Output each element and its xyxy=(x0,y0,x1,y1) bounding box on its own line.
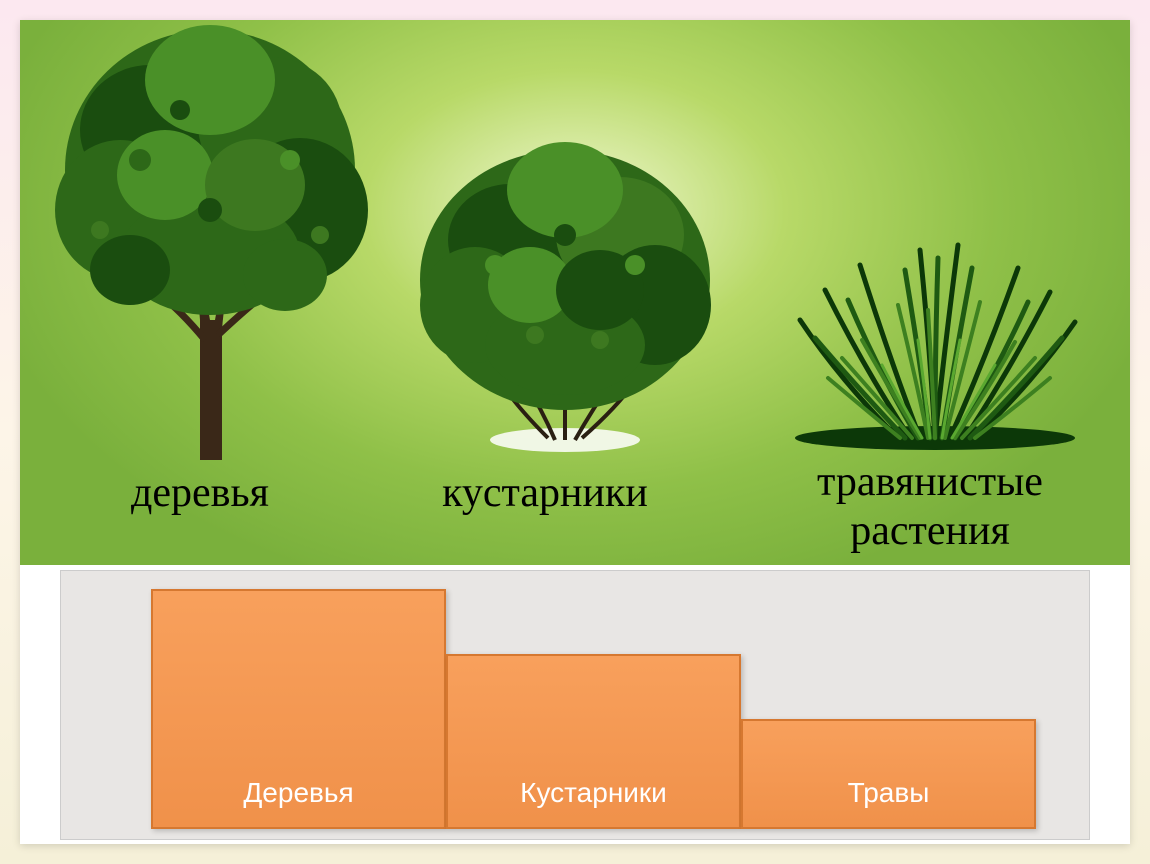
bush-illustration xyxy=(400,135,730,455)
tree-illustration xyxy=(40,20,380,460)
bar-2: Травы xyxy=(741,719,1036,829)
caption-tree: деревья xyxy=(50,469,350,517)
bar-1: Кустарники xyxy=(446,654,741,829)
grass-icon xyxy=(770,210,1100,450)
height-bar-chart: Деревья Кустарники Травы xyxy=(60,570,1090,840)
bar-0: Деревья xyxy=(151,589,446,829)
plants-illustration-panel: деревья кустарники травянистые растения xyxy=(20,20,1130,565)
bar-label-1: Кустарники xyxy=(520,777,667,809)
bush-icon xyxy=(400,135,730,455)
bar-label-0: Деревья xyxy=(243,777,353,809)
grass-illustration xyxy=(770,210,1100,450)
caption-bush: кустарники xyxy=(370,469,720,517)
caption-grass: травянистые растения xyxy=(740,458,1120,555)
slide-frame: деревья кустарники травянистые растения … xyxy=(20,20,1130,844)
bar-label-2: Травы xyxy=(848,777,930,809)
tree-icon xyxy=(40,20,380,460)
